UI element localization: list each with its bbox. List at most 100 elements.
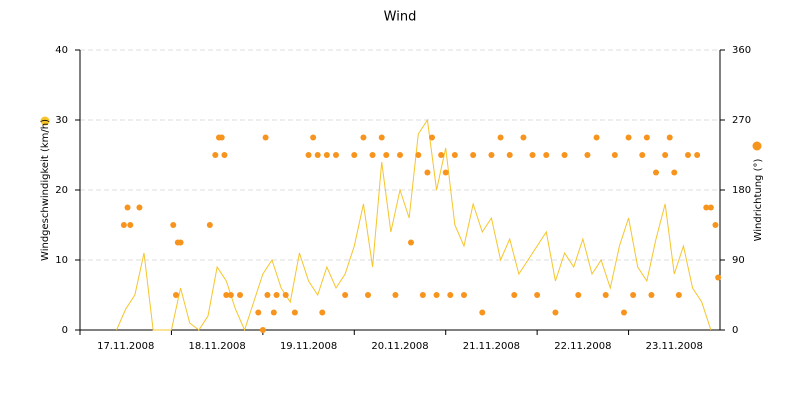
direction-point [291, 309, 298, 316]
y2-axis-title: Windrichtung (°) [753, 159, 764, 242]
direction-point [127, 222, 134, 228]
direction-point [575, 292, 582, 298]
y-tick-label: 20 [55, 185, 68, 196]
direction-point [419, 292, 426, 298]
x-tick-label: 22.11.2008 [554, 341, 611, 352]
direction-point [305, 152, 312, 158]
direction-point [666, 134, 673, 141]
y2-tick-label: 270 [732, 115, 751, 126]
direction-point [534, 292, 541, 298]
direction-point [707, 204, 714, 211]
direction-point [206, 222, 213, 228]
direction-point [438, 152, 445, 158]
direction-point [227, 292, 234, 298]
chart-title: Wind [384, 10, 417, 25]
direction-point [177, 239, 184, 246]
y2-tick-label: 180 [732, 185, 751, 196]
direction-point [447, 292, 454, 298]
y2-tick-label: 360 [732, 45, 751, 56]
y-axis-title: Windgeschwindigkeit (km/h) [40, 119, 51, 261]
x-tick-label: 23.11.2008 [646, 341, 703, 352]
speed-line [116, 118, 712, 332]
direction-point [506, 152, 513, 158]
legend-dot [752, 141, 762, 151]
direction-point [424, 169, 431, 176]
direction-point [643, 134, 650, 141]
direction-point [310, 134, 317, 141]
direction-point [212, 152, 219, 158]
direction-point [712, 222, 719, 228]
direction-point [383, 152, 390, 158]
direction-point [415, 152, 422, 158]
direction-point [703, 204, 710, 211]
direction-point [237, 292, 243, 298]
direction-point [497, 134, 504, 141]
direction-point [407, 239, 414, 246]
direction-point [323, 152, 330, 158]
direction-point [170, 222, 177, 228]
direction-point [442, 169, 449, 176]
x-tick-label: 20.11.2008 [371, 341, 428, 352]
direction-point [273, 292, 280, 298]
y-tick-label: 30 [55, 115, 68, 126]
direction-point [630, 292, 637, 298]
direction-point [675, 292, 682, 298]
direction-point [270, 309, 277, 316]
direction-point [218, 134, 225, 141]
direction-point [488, 152, 495, 158]
direction-point [611, 152, 618, 158]
direction-point [429, 134, 435, 141]
direction-point [461, 292, 467, 298]
direction-point [333, 152, 339, 158]
direction-point [662, 152, 669, 158]
direction-point [520, 134, 527, 141]
direction-point [223, 292, 230, 298]
direction-point [136, 204, 143, 211]
direction-point [552, 309, 559, 316]
direction-point [529, 152, 536, 158]
direction-point [392, 292, 399, 298]
direction-point [255, 309, 262, 316]
x-tick-label: 17.11.2008 [97, 341, 154, 352]
direction-point [561, 152, 568, 158]
direction-point [360, 134, 367, 141]
direction-point [282, 292, 289, 298]
direction-point [319, 309, 326, 316]
y-tick-label: 10 [55, 255, 68, 266]
direction-point [120, 222, 127, 228]
x-tick-label: 19.11.2008 [280, 341, 337, 352]
direction-point [685, 152, 691, 158]
direction-point [397, 152, 403, 158]
direction-point [694, 152, 701, 158]
direction-point [543, 152, 550, 158]
direction-point [479, 309, 486, 316]
direction-point [314, 152, 321, 158]
direction-point [369, 152, 376, 158]
legend-dot [40, 116, 50, 126]
direction-point [351, 152, 358, 158]
direction-point [621, 309, 627, 316]
x-tick-label: 21.11.2008 [463, 341, 520, 352]
direction-point [593, 134, 600, 141]
direction-point [715, 274, 722, 281]
direction-point [653, 169, 659, 176]
direction-point [451, 152, 458, 158]
direction-point [264, 292, 271, 298]
direction-point [221, 152, 228, 158]
direction-point [602, 292, 609, 298]
direction-point [671, 169, 678, 176]
y2-tick-label: 0 [732, 325, 738, 336]
direction-point [259, 327, 266, 333]
direction-point [625, 134, 632, 141]
direction-point [470, 152, 477, 158]
direction-point [511, 292, 518, 298]
direction-point [262, 134, 269, 141]
y-tick-label: 40 [55, 45, 68, 56]
direction-point [648, 292, 655, 298]
direction-point [378, 134, 385, 141]
direction-point [342, 292, 349, 298]
y-tick-label: 0 [62, 325, 68, 336]
direction-point [173, 292, 179, 298]
x-tick-label: 18.11.2008 [189, 341, 246, 352]
